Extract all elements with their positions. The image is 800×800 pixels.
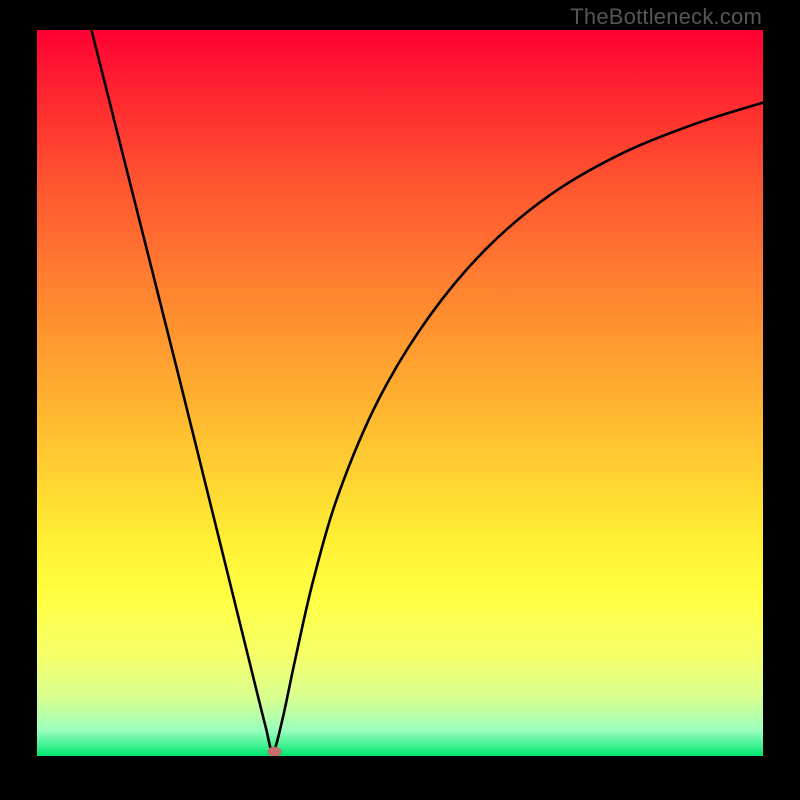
- chart-frame: { "watermark": { "text": "TheBottleneck.…: [0, 0, 800, 800]
- minimum-marker: [267, 747, 281, 757]
- plot-area: [37, 15, 763, 756]
- watermark-text: TheBottleneck.com: [570, 4, 762, 30]
- bottleneck-chart: [0, 0, 800, 800]
